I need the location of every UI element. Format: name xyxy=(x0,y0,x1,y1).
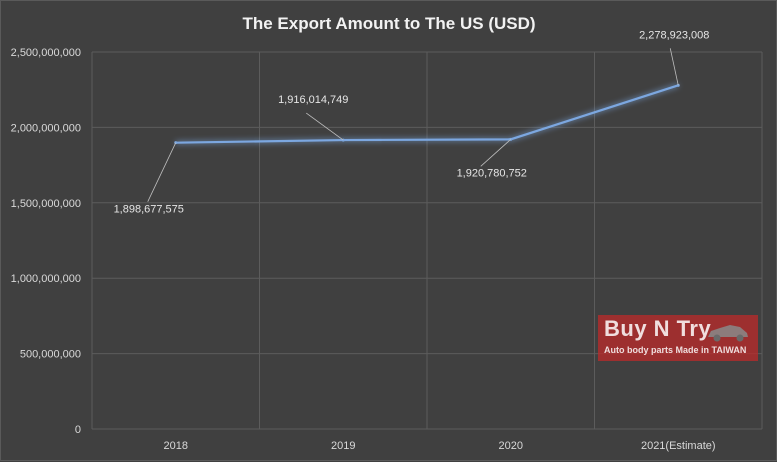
data-label-leader xyxy=(669,48,679,86)
data-labels: 1,898,677,575 1,916,014,749 1,920,780,752 2… xyxy=(114,29,710,215)
data-label-leader xyxy=(306,112,344,141)
series-line-path xyxy=(175,84,679,144)
car-icon xyxy=(708,325,748,342)
data-label: 1,898,677,575 xyxy=(114,204,184,216)
y-tick-label: 1,000,000,000 xyxy=(11,273,81,285)
watermark-name: Buy N Try xyxy=(604,316,712,341)
x-tick-label: 2020 xyxy=(499,440,523,452)
y-tick-label: 2,000,000,000 xyxy=(11,122,81,134)
x-tick-label: 2019 xyxy=(331,440,355,452)
gridlines xyxy=(91,51,763,430)
x-axis-tick-labels: 2018 2019 2020 2021(Estimate) xyxy=(164,440,716,452)
chart-title: The Export Amount to The US (USD) xyxy=(242,14,535,33)
y-tick-label: 2,500,000,000 xyxy=(11,47,81,59)
y-tick-label: 0 xyxy=(75,424,81,436)
data-label-leader xyxy=(147,142,177,202)
watermark-tagline: Auto body parts Made in TAIWAN xyxy=(604,345,747,355)
data-label: 2,278,923,008 xyxy=(639,29,709,41)
y-axis-tick-labels: 0 500,000,000 1,000,000,000 1,500,000,000 2,… xyxy=(11,47,81,436)
brand-watermark: Buy N Try Auto body parts Made in TAIWAN xyxy=(598,315,758,361)
x-tick-label: 2021(Estimate) xyxy=(641,440,716,452)
x-tick-label: 2018 xyxy=(164,440,188,452)
data-label: 1,916,014,749 xyxy=(278,94,348,106)
data-label-leader xyxy=(480,139,512,167)
y-tick-label: 1,500,000,000 xyxy=(11,198,81,210)
y-tick-label: 500,000,000 xyxy=(20,349,81,361)
data-label: 1,920,780,752 xyxy=(457,167,527,179)
